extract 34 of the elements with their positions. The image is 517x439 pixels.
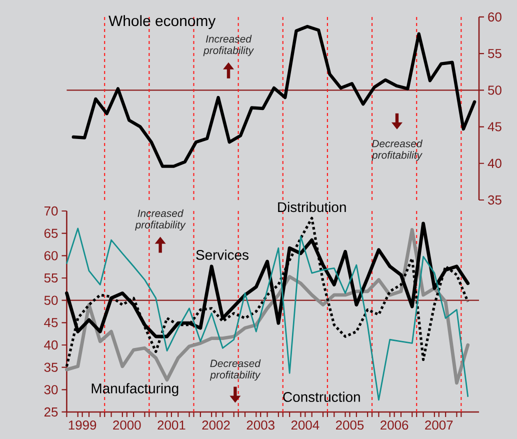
y-tick-label: 70 xyxy=(44,206,58,216)
y-tick-label: 35 xyxy=(488,195,502,205)
series-label: Distribution xyxy=(278,202,346,212)
y-tick-label: 40 xyxy=(44,340,58,350)
annotation: Decreased profitability xyxy=(210,359,261,381)
x-tick-label: 2006 xyxy=(380,420,408,430)
y-tick-label: 55 xyxy=(44,273,58,283)
x-tick-label: 1999 xyxy=(68,420,96,430)
y-tick-label: 60 xyxy=(488,12,502,22)
x-tick-label: 2002 xyxy=(202,420,230,430)
x-tick-label: 2000 xyxy=(113,420,141,430)
x-tick-label: 2004 xyxy=(291,420,320,430)
annotation: Increased profitability xyxy=(135,209,186,231)
series-label: Manufacturing xyxy=(92,383,178,396)
series-label: Construction xyxy=(283,392,360,402)
annotation: Increased profitability xyxy=(203,34,254,56)
x-tick-label: 2007 xyxy=(425,420,453,430)
y-tick-label: 45 xyxy=(44,318,58,328)
y-tick-label: 55 xyxy=(488,49,502,58)
chart-title: Whole economy xyxy=(108,15,216,30)
series-label: Services xyxy=(196,250,248,260)
annotation: Decreased profitability xyxy=(372,140,423,161)
y-tick-label: 30 xyxy=(44,385,58,394)
y-tick-label: 65 xyxy=(44,228,58,238)
x-tick-label: 2003 xyxy=(246,420,274,430)
y-tick-label: 50 xyxy=(488,86,502,95)
x-tick-label: 2005 xyxy=(336,420,364,430)
y-tick-label: 25 xyxy=(44,407,58,417)
y-tick-label: 45 xyxy=(488,122,502,132)
y-tick-label: 40 xyxy=(488,158,502,168)
y-tick-label: 50 xyxy=(44,296,58,305)
y-tick-label: 35 xyxy=(44,362,58,372)
y-tick-label: 60 xyxy=(44,251,58,260)
x-tick-label: 2001 xyxy=(158,420,186,430)
